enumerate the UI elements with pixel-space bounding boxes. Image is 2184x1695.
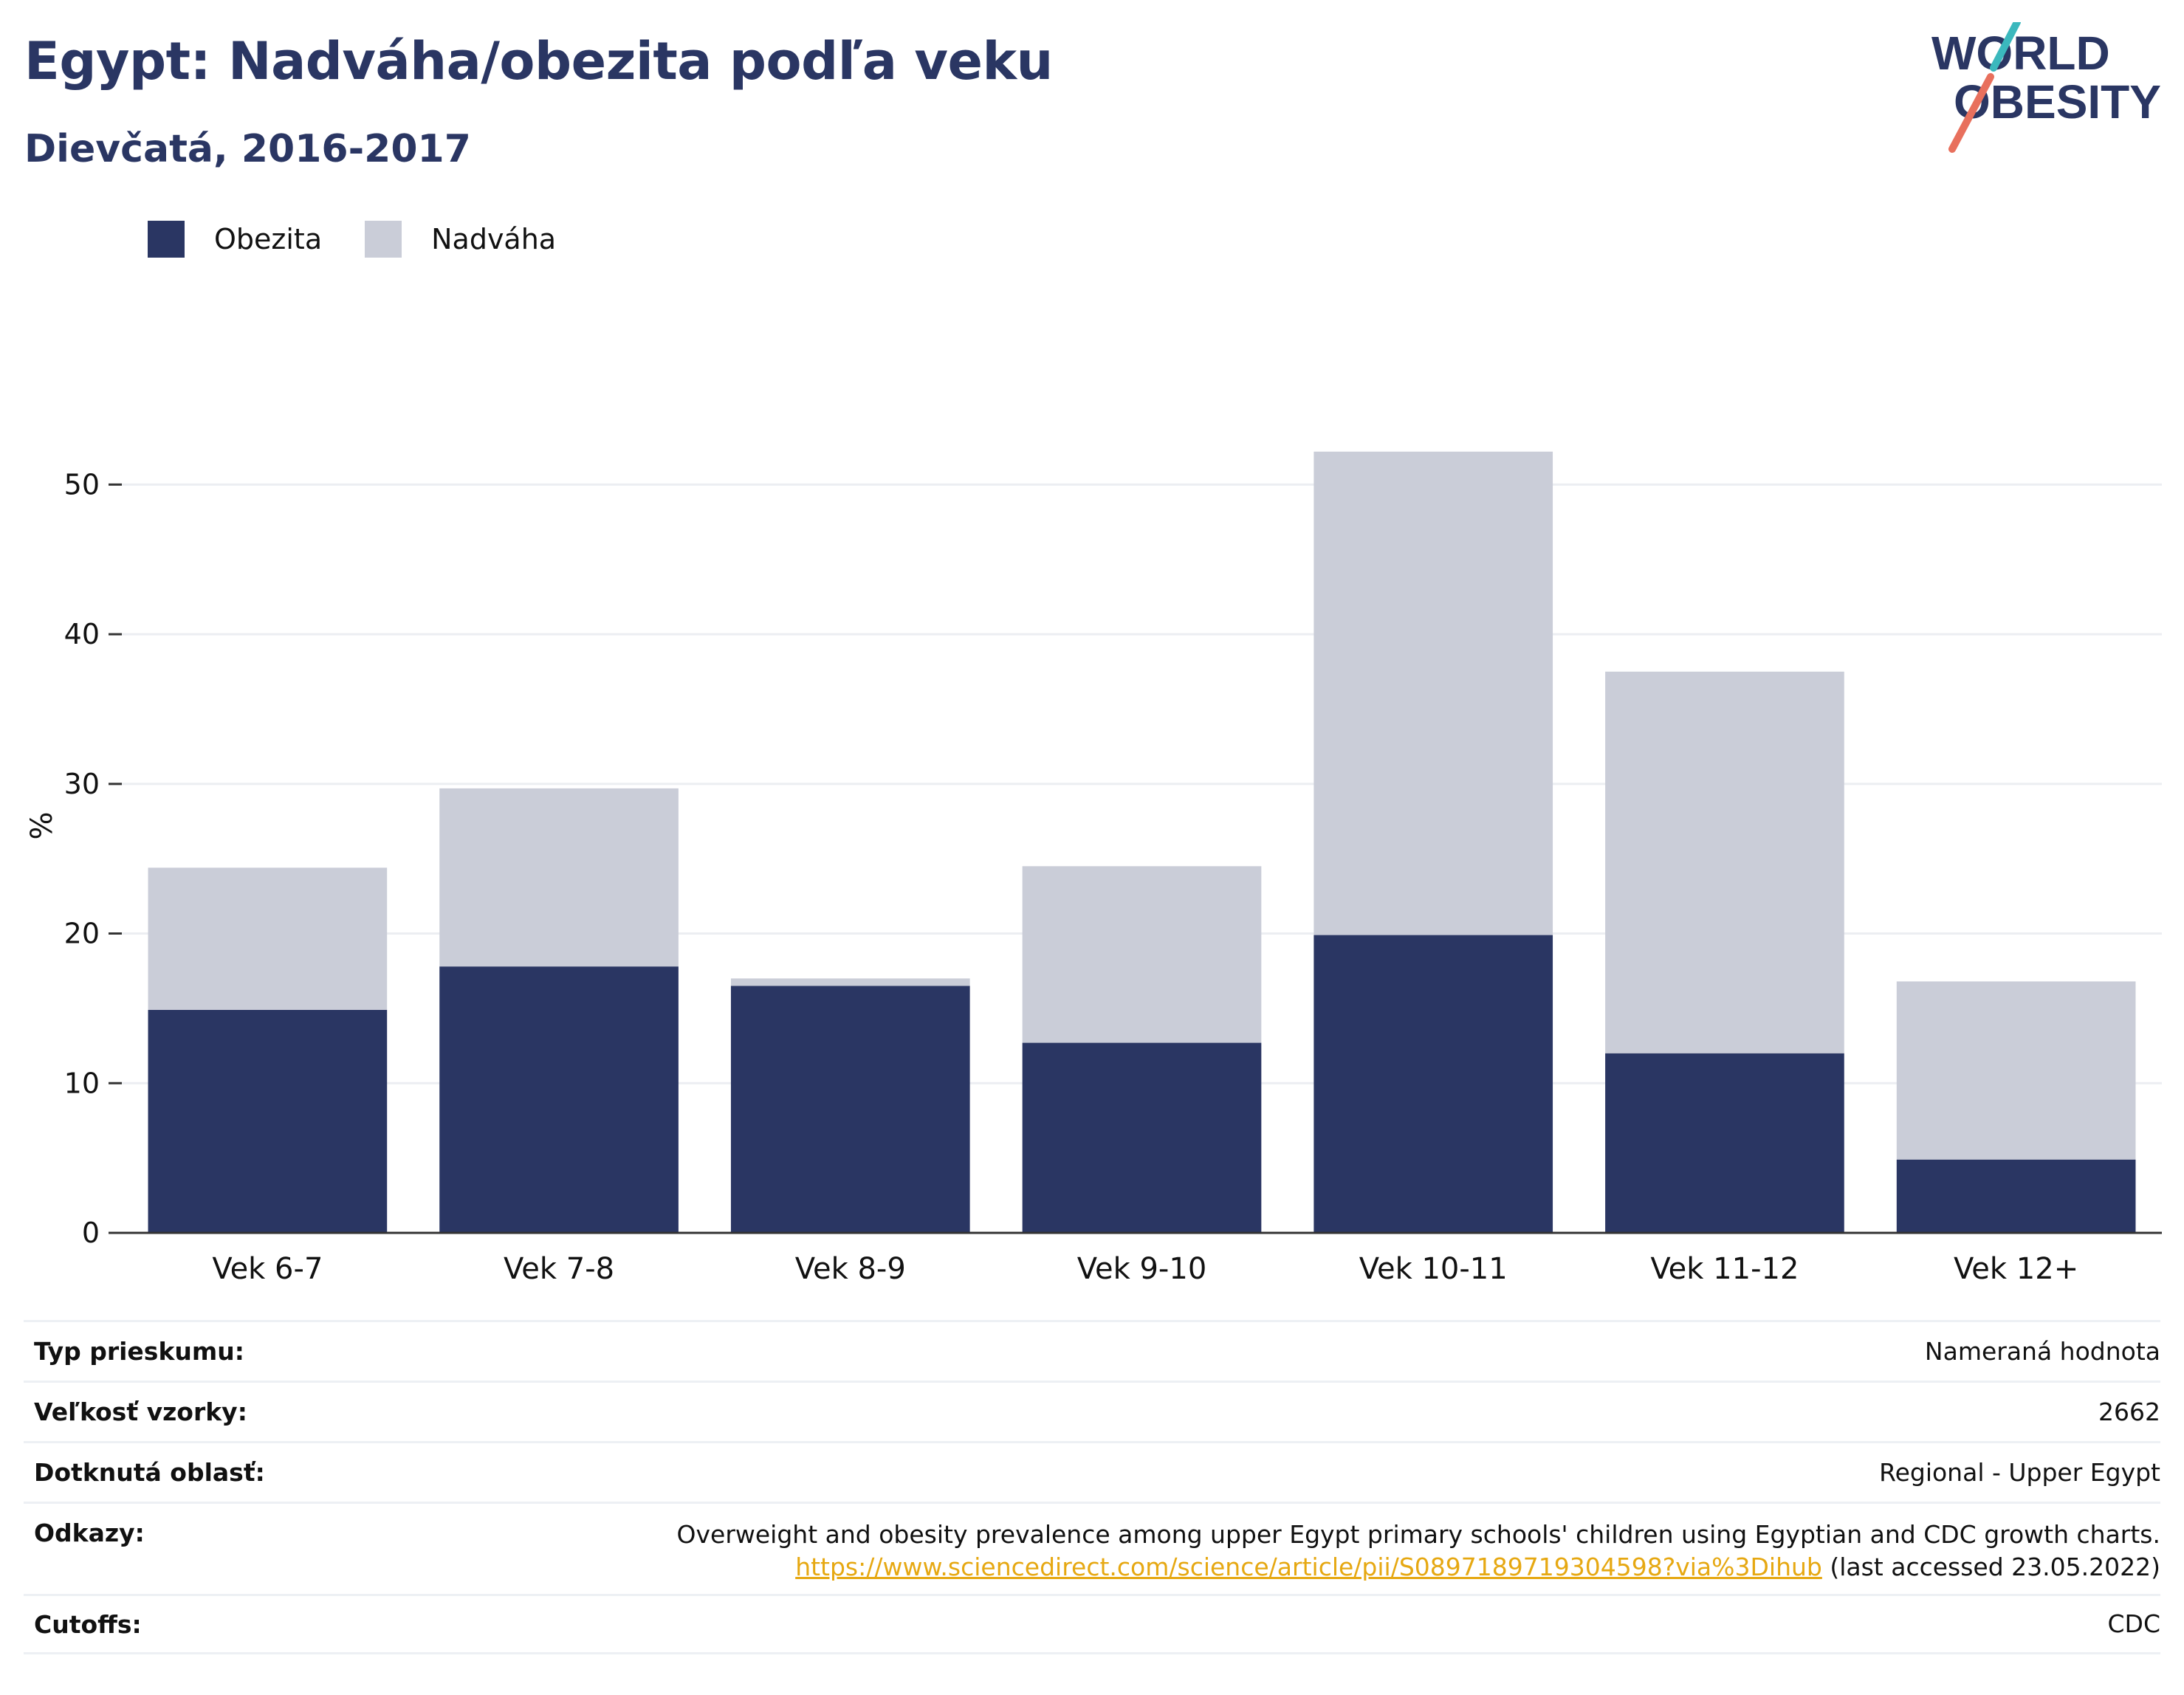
info-key: Odkazy: xyxy=(34,1519,145,1547)
x-tick-label: Vek 11-12 xyxy=(1650,1252,1799,1285)
chart-title: Egypt: Nadváha/obezita podľa veku xyxy=(24,31,1053,92)
legend: Obezita Nadváha xyxy=(148,219,599,260)
x-tick-label: Vek 6-7 xyxy=(212,1252,323,1285)
info-value: Regional - Upper Egypt xyxy=(1879,1457,2160,1487)
info-value: 2662 xyxy=(2098,1397,2160,1426)
x-tick-label: Vek 7-8 xyxy=(504,1252,614,1285)
info-value: CDC xyxy=(2107,1609,2161,1638)
y-axis-label: % xyxy=(25,811,59,839)
bar-nadvaha xyxy=(1314,451,1553,935)
legend-swatch-nadvaha xyxy=(365,221,402,258)
y-tick-label: 40 xyxy=(64,618,100,650)
bar-nadvaha xyxy=(730,978,970,986)
reference-link[interactable]: https://www.sciencedirect.com/science/ar… xyxy=(795,1553,1822,1581)
reference-text: Overweight and obesity prevalence among … xyxy=(676,1520,2160,1549)
bar-nadvaha xyxy=(148,867,388,1010)
y-tick-label: 0 xyxy=(82,1217,100,1249)
info-key: Typ prieskumu: xyxy=(34,1337,244,1366)
chart-subtitle: Dievčatá, 2016-2017 xyxy=(24,127,471,171)
info-value: Overweight and obesity prevalence among … xyxy=(677,1519,2160,1584)
bar-obezita xyxy=(1022,1042,1262,1233)
reference-accessed: (last accessed 23.05.2022) xyxy=(1821,1553,2160,1581)
y-tick-label: 30 xyxy=(64,768,100,800)
info-row-sample-size: Veľkosť vzorky: 2662 xyxy=(24,1381,2160,1441)
stacked-bar-chart: 0 10 20 30 40 50% Vek 6-7 Vek 7-8 Vek 8-9 Vek 9-1… xyxy=(25,451,2162,1285)
bar-obezita xyxy=(1896,1159,2136,1233)
world-obesity-logo: WORLD OBESITY xyxy=(1927,18,2171,155)
x-tick-label: Vek 10-11 xyxy=(1359,1252,1508,1285)
x-tick-label: Vek 12+ xyxy=(1954,1252,2078,1285)
logo-line1: WORLD xyxy=(1931,27,2110,80)
info-row-references: Odkazy: Overweight and obesity prevalenc… xyxy=(24,1502,2160,1594)
legend-label-nadvaha: Nadváha xyxy=(431,223,557,255)
x-tick-label: Vek 9-10 xyxy=(1077,1252,1207,1285)
x-tick-label: Vek 8-9 xyxy=(795,1252,906,1285)
y-tick-label: 50 xyxy=(64,468,100,501)
info-row-area: Dotknutá oblasť: Regional - Upper Egypt xyxy=(24,1441,2160,1502)
info-value: Nameraná hodnota xyxy=(1924,1336,2160,1366)
bar-obezita xyxy=(148,1009,388,1233)
legend-label-obezita: Obezita xyxy=(214,223,323,255)
y-tick-label: 20 xyxy=(64,918,100,950)
info-row-survey-type: Typ prieskumu: Nameraná hodnota xyxy=(24,1320,2160,1381)
info-key: Dotknutá oblasť: xyxy=(34,1458,265,1487)
bar-obezita xyxy=(730,986,970,1233)
y-tick-label: 10 xyxy=(64,1067,100,1099)
bar-nadvaha xyxy=(1896,981,2136,1160)
bar-obezita xyxy=(439,966,679,1233)
bar-obezita xyxy=(1314,935,1553,1233)
survey-info-table: Typ prieskumu: Nameraná hodnota Veľkosť … xyxy=(24,1320,2160,1654)
info-key: Cutoffs: xyxy=(34,1609,142,1639)
reference-link-line: https://www.sciencedirect.com/science/ar… xyxy=(677,1551,2160,1584)
info-row-cutoffs: Cutoffs: CDC xyxy=(24,1594,2160,1654)
bar-nadvaha xyxy=(1605,671,1844,1053)
bar-obezita xyxy=(1605,1053,1844,1233)
bar-nadvaha xyxy=(1022,866,1262,1043)
legend-item-nadvaha: Nadváha xyxy=(365,221,556,258)
legend-item-obezita: Obezita xyxy=(148,221,322,258)
bar-nadvaha xyxy=(439,788,679,967)
info-key: Veľkosť vzorky: xyxy=(34,1397,247,1426)
legend-swatch-obezita xyxy=(148,221,185,258)
